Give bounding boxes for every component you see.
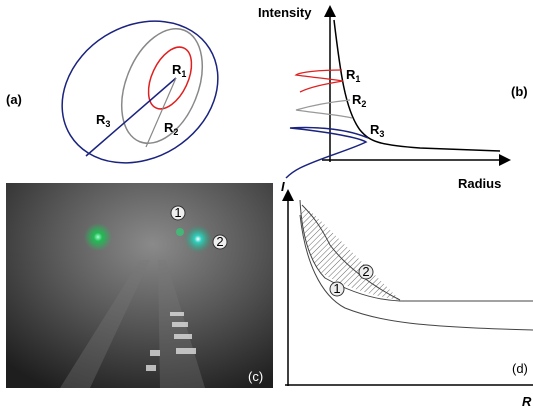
- region-r1: [147, 46, 193, 110]
- radius-r2: [145, 77, 177, 148]
- region-label: R1: [346, 67, 360, 84]
- radius-r3: [85, 77, 177, 157]
- panel-b: Intensity Radius (b) R1 R2 R3: [258, 5, 528, 191]
- marker: 2: [358, 264, 374, 280]
- region-label: R3: [370, 122, 384, 139]
- panel-label: (a): [6, 92, 22, 107]
- svg-text:1: 1: [174, 205, 181, 220]
- marker: 2: [212, 234, 228, 250]
- marker: 1: [170, 205, 186, 221]
- light: [84, 223, 112, 251]
- region-label: R2: [352, 92, 366, 109]
- region-label: R2: [164, 120, 178, 137]
- region-label: R1: [172, 62, 186, 79]
- hatched-area: [300, 208, 400, 300]
- photo: [6, 183, 273, 388]
- axis-title: I: [281, 179, 285, 194]
- light: [176, 228, 184, 236]
- panel-d: I R 1 2 (d): [281, 179, 533, 409]
- road: [60, 260, 205, 388]
- axis-title: R: [522, 394, 532, 409]
- intensity-curve: [333, 19, 501, 152]
- svg-text:2: 2: [216, 234, 223, 249]
- svg-text:1: 1: [333, 281, 340, 296]
- panel-label: (d): [512, 361, 528, 376]
- curve-r3: [285, 126, 369, 179]
- light: [184, 225, 212, 253]
- curve-r2: [295, 99, 353, 119]
- axis-title: Intensity: [258, 5, 312, 20]
- marker: 1: [329, 281, 345, 297]
- svg-text:2: 2: [362, 264, 369, 279]
- region-r3: [61, 20, 219, 164]
- region-r2: [121, 28, 203, 144]
- curve-upper: [299, 199, 533, 302]
- curve-r1: [294, 69, 344, 93]
- lane-marks: [146, 312, 196, 371]
- panel-a: (a) R1 R3 R2: [6, 20, 219, 164]
- curve-inner: [301, 204, 401, 301]
- curve-lower: [299, 214, 533, 331]
- axis-title: Radius: [458, 176, 501, 191]
- panel-c: 1 2 (c): [6, 183, 273, 388]
- region-label: R3: [96, 112, 110, 129]
- panel-label: (b): [511, 84, 528, 99]
- panel-label: (c): [248, 369, 263, 384]
